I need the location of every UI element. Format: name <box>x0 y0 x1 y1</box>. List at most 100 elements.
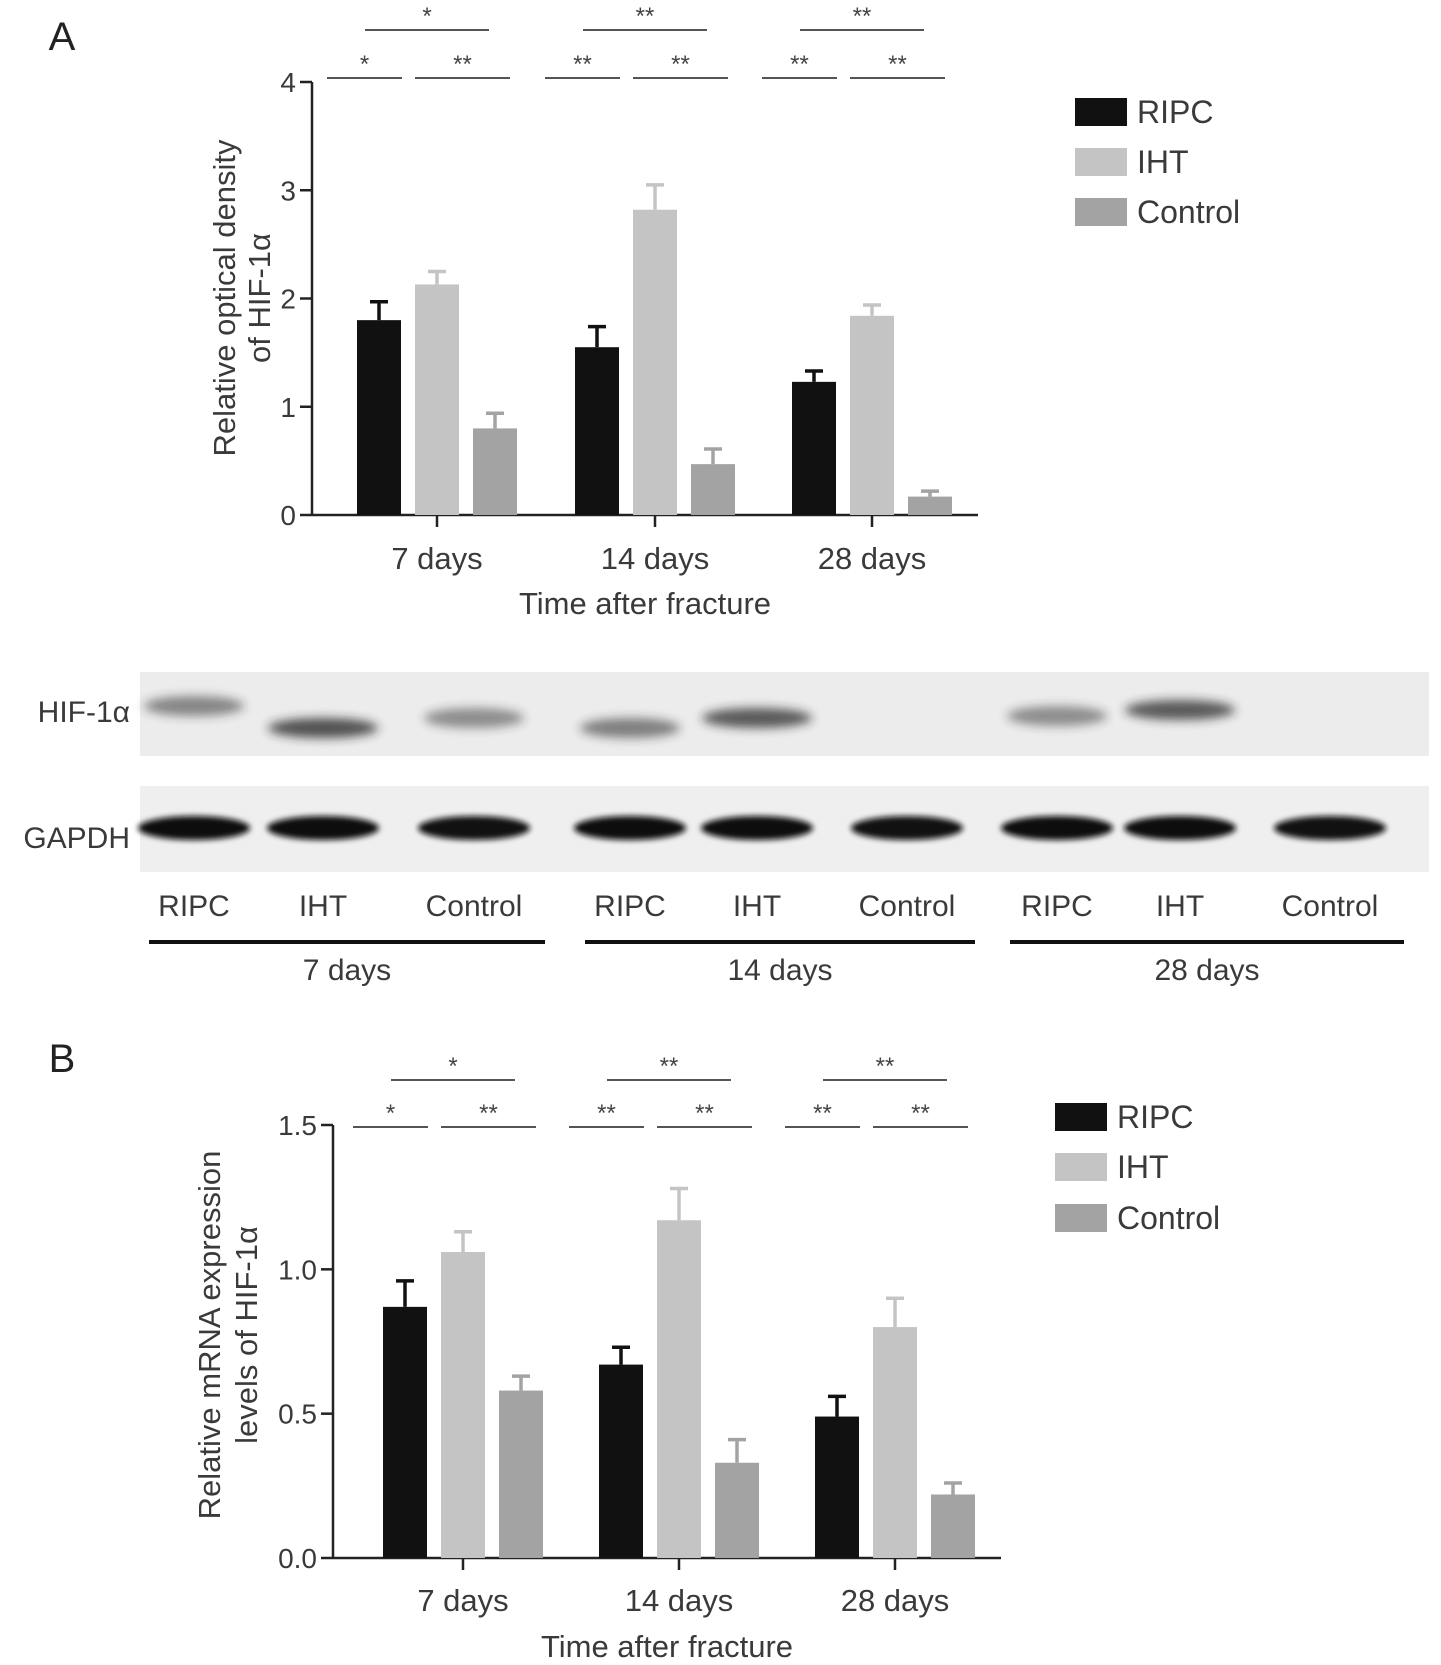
legend-swatch-ripc <box>1055 1103 1107 1131</box>
x-tick-label: 14 days <box>625 1583 734 1618</box>
bar-iht <box>873 1327 917 1558</box>
y-tick-label: 0 <box>280 500 296 531</box>
bar-ripc <box>575 347 619 515</box>
legend-swatch-iht <box>1075 148 1127 176</box>
bar-control <box>691 464 735 515</box>
y-tick-label: 0.5 <box>278 1399 317 1430</box>
blot-row-label: GAPDH <box>23 822 130 855</box>
legend-label: IHT <box>1137 144 1189 180</box>
bar-ripc <box>815 1416 859 1558</box>
bar-control <box>908 496 952 515</box>
bar-control <box>499 1390 543 1558</box>
bar-ripc <box>357 320 401 515</box>
legend-label: IHT <box>1117 1149 1169 1185</box>
blot-group-label: 14 days <box>727 954 832 987</box>
blot-group-label: 7 days <box>303 954 391 987</box>
significance-label: ** <box>876 1053 895 1080</box>
legend-swatch-ripc <box>1075 98 1127 126</box>
significance-label: ** <box>479 1100 498 1127</box>
y-tick-label: 3 <box>280 175 296 206</box>
y-tick-label: 1.0 <box>278 1254 317 1285</box>
y-tick-label: 2 <box>280 284 296 315</box>
bar-ripc <box>383 1306 427 1558</box>
blot-band-hif <box>580 718 680 738</box>
bar-ripc <box>599 1364 643 1558</box>
significance-label: ** <box>695 1100 714 1127</box>
blot-band-gapdh <box>138 816 250 840</box>
blot-row-label: HIF-1α <box>38 696 130 729</box>
bar-control <box>931 1494 975 1558</box>
significance-label: * <box>448 1053 457 1080</box>
blot-band-hif <box>424 708 524 728</box>
significance-label: ** <box>453 51 472 78</box>
y-axis-title-line: Relative mRNA expression <box>192 1151 227 1520</box>
blot-band-gapdh <box>1001 816 1113 840</box>
significance-label: ** <box>790 51 809 78</box>
y-axis-title-line: levels of HIF-1α <box>229 1226 264 1444</box>
significance-label: ** <box>671 51 690 78</box>
legend-label: RIPC <box>1117 1099 1193 1135</box>
bar-iht <box>633 209 677 516</box>
legend-label: Control <box>1137 194 1240 230</box>
blot-band-gapdh <box>701 816 813 840</box>
blot-band-gapdh <box>851 816 963 840</box>
y-tick-label: 4 <box>280 67 296 98</box>
significance-label: ** <box>888 51 907 78</box>
significance-label: * <box>360 51 369 78</box>
blot-band-gapdh <box>1124 816 1236 840</box>
blot-band-hif <box>268 718 378 738</box>
legend-swatch-iht <box>1055 1153 1107 1181</box>
bar-iht <box>441 1252 485 1558</box>
x-tick-label: 7 days <box>391 541 482 576</box>
western-blot: HIF-1α GAPDH RIPC IHT Control RIPC IHT Control R… <box>23 672 1429 987</box>
x-tick-label: 7 days <box>417 1583 508 1618</box>
significance-label: ** <box>636 3 655 30</box>
significance-label: ** <box>597 1100 616 1127</box>
blot-group-label: 28 days <box>1154 954 1259 987</box>
y-axis-title-line: Relative optical density <box>207 139 242 457</box>
blot-band-gapdh <box>267 816 379 840</box>
significance-label: ** <box>813 1100 832 1127</box>
blot-band-gapdh <box>1274 816 1386 840</box>
blot-lane-label: IHT <box>299 890 347 923</box>
bar-iht <box>415 284 459 515</box>
y-tick-label: 1.5 <box>278 1110 317 1141</box>
legend-label: Control <box>1117 1200 1220 1236</box>
blot-band-gapdh <box>418 816 530 840</box>
significance-label: ** <box>573 51 592 78</box>
bar-ripc <box>792 381 836 515</box>
y-tick-label: 1 <box>280 392 296 423</box>
significance-label: ** <box>853 3 872 30</box>
blot-lane-label: IHT <box>733 890 781 923</box>
blot-lane-label: RIPC <box>158 890 230 923</box>
blot-lane-label: RIPC <box>1021 890 1093 923</box>
significance-label: ** <box>911 1100 930 1127</box>
legend-swatch-control <box>1075 198 1127 226</box>
blot-band-hif <box>1007 706 1107 726</box>
blot-band-hif <box>1125 700 1235 720</box>
legend-swatch-control <box>1055 1204 1107 1232</box>
x-axis-title: Time after fracture <box>519 586 771 621</box>
panel-letter: B <box>49 1037 76 1081</box>
blot-band-hif <box>144 696 244 716</box>
blot-lane-label: Control <box>859 890 956 923</box>
panel-a-chart: A 0 1 2 3 4 7 days 14 days 28 days Time after fra… <box>49 3 1241 621</box>
bar-iht <box>657 1220 701 1558</box>
blot-lane-label: Control <box>1282 890 1379 923</box>
y-tick-label: 0.0 <box>278 1543 317 1574</box>
blot-lane-label: RIPC <box>594 890 666 923</box>
x-tick-label: 28 days <box>818 541 927 576</box>
x-axis-title: Time after fracture <box>541 1629 793 1664</box>
bar-control <box>473 428 517 515</box>
x-tick-label: 28 days <box>841 1583 950 1618</box>
x-tick-label: 14 days <box>601 541 710 576</box>
y-axis-title-line: of HIF-1α <box>242 233 277 363</box>
panel-b-chart: B 0.0 0.5 1.0 1.5 7 days 14 days 28 days Time af… <box>49 1037 1221 1664</box>
legend-label: RIPC <box>1137 94 1213 130</box>
bar-iht <box>850 315 894 515</box>
significance-label: * <box>386 1100 395 1127</box>
significance-label: ** <box>660 1053 679 1080</box>
blot-band-hif <box>702 708 812 728</box>
blot-lane-label: Control <box>426 890 523 923</box>
